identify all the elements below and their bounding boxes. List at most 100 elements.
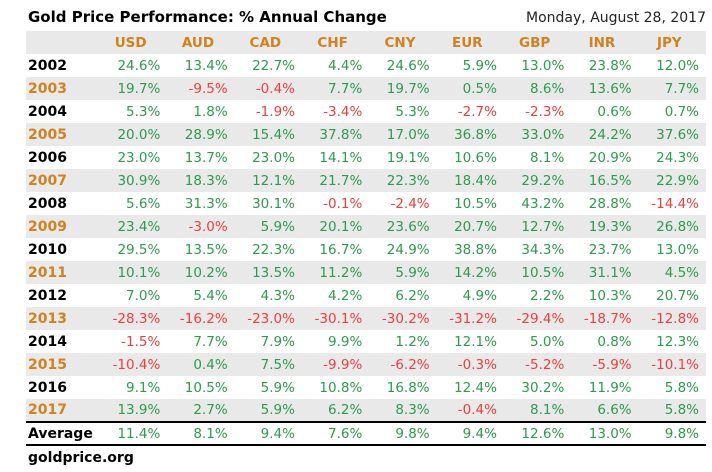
value-cell: -2.4% (390, 195, 430, 212)
value-cell: -18.7% (583, 310, 632, 327)
value-cell: -28.3% (112, 310, 161, 327)
value-cell: 6.2% (328, 402, 363, 418)
value-cell: 29.5% (117, 241, 161, 258)
year-label: 2009 (28, 218, 67, 235)
value-cell: 12.1% (252, 172, 295, 189)
value-cell: 20.0% (117, 126, 161, 143)
value-cell: 5.8% (664, 402, 699, 418)
value-cell: 9.9% (328, 333, 363, 350)
table-row: 2004 5.3% 1.8% -1.9% -3.4% 5.3% -2.7% -2.3% 0.6%… (26, 100, 706, 123)
value-cell: 23.7% (588, 241, 632, 258)
value-cell: 13.4% (184, 57, 228, 74)
value-cell: 22.7% (252, 57, 295, 74)
table-row: 2003 19.7% -9.5% -0.4% 7.7% 19.7% 0.5% 8.6% 13.6… (26, 77, 706, 100)
column-header-usd: USD (114, 34, 147, 51)
value-cell: 20.1% (319, 218, 363, 235)
value-cell: 13.0% (521, 57, 565, 74)
value-cell: 8.1% (529, 402, 565, 418)
value-cell: 34.3% (521, 241, 565, 258)
value-cell: 24.3% (656, 149, 699, 166)
value-cell: 29.2% (521, 172, 565, 189)
value-cell: 19.7% (117, 80, 161, 97)
year-label: 2014 (28, 333, 67, 350)
value-cell: 14.2% (454, 264, 497, 281)
value-cell: -9.9% (323, 356, 363, 373)
year-label: 2004 (28, 103, 67, 120)
year-label: 2006 (28, 149, 67, 166)
table-row: 2014 -1.5% 7.7% 7.9% 9.9% 1.2% 12.1% 5.0% 0.8% 12… (26, 330, 706, 353)
table-row: 2017 13.9% 2.7% 5.9% 6.2% 8.3% -0.4% 8.1% 6.6% 5.… (26, 399, 706, 422)
value-cell: 8.1% (167, 421, 235, 446)
table-row: 2010 29.5% 13.5% 22.3% 16.7% 24.9% 38.8% 34.3% 2… (26, 238, 706, 261)
table-row: 2005 20.0% 28.9% 15.4% 37.8% 17.0% 36.8% 33.0% 2… (26, 123, 706, 146)
value-cell: 23.6% (386, 218, 430, 235)
year-label: 2008 (28, 195, 67, 212)
value-cell: 8.3% (395, 402, 430, 418)
value-cell: 22.3% (386, 172, 430, 189)
value-cell: -5.9% (592, 356, 632, 373)
value-cell: 20.9% (588, 149, 632, 166)
source-link[interactable]: goldprice.org (28, 450, 134, 466)
value-cell: 5.4% (193, 287, 228, 304)
year-column-header (26, 31, 100, 54)
value-cell: 10.6% (454, 149, 497, 166)
value-cell: 12.4% (454, 379, 497, 396)
value-cell: 26.8% (656, 218, 699, 235)
value-cell: 4.9% (462, 287, 497, 304)
value-cell: 12.3% (656, 333, 699, 350)
table-row: 2006 23.0% 13.7% 23.0% 14.1% 19.1% 10.6% 8.1% 20… (26, 146, 706, 169)
column-header-inr: INR (588, 34, 616, 51)
column-header-jpy: JPY (656, 34, 682, 51)
value-cell: -5.2% (525, 356, 565, 373)
value-cell: 13.0% (656, 241, 699, 258)
value-cell: 21.7% (319, 172, 363, 189)
date-label: Monday, August 28, 2017 (526, 10, 706, 26)
value-cell: 9.4% (234, 421, 302, 446)
value-cell: 23.4% (117, 218, 161, 235)
value-cell: 14.1% (319, 149, 363, 166)
annual-change-table: USD AUD CAD CHF CNY EUR GBP INR JPY 2002 24.6% 13.… (26, 31, 706, 446)
column-header-eur: EUR (452, 34, 483, 51)
value-cell: -0.4% (255, 80, 295, 97)
value-cell: 12.7% (521, 218, 565, 235)
value-cell: 5.3% (395, 103, 430, 120)
value-cell: 7.5% (260, 356, 295, 373)
value-cell: -29.4% (516, 310, 565, 327)
year-label: 2007 (28, 172, 67, 189)
value-cell: 20.7% (454, 218, 497, 235)
value-cell: 24.6% (386, 57, 430, 74)
table-row: 2008 5.6% 31.3% 30.1% -0.1% -2.4% 10.5% 43.2% 28… (26, 192, 706, 215)
value-cell: 18.3% (184, 172, 228, 189)
value-cell: 0.6% (597, 103, 632, 120)
value-cell: -1.9% (255, 103, 295, 120)
value-cell: 6.2% (395, 287, 430, 304)
value-cell: 38.8% (454, 241, 497, 258)
value-cell: -30.1% (314, 310, 363, 327)
value-cell: 13.0% (571, 421, 639, 446)
year-label: 2003 (28, 80, 67, 97)
value-cell: 22.9% (656, 172, 699, 189)
value-cell: 30.1% (252, 195, 295, 212)
value-cell: 5.9% (260, 402, 295, 418)
value-cell: 6.6% (597, 402, 632, 418)
column-header-cad: CAD (249, 34, 282, 51)
value-cell: -2.3% (525, 103, 565, 120)
value-cell: 1.2% (395, 333, 430, 350)
value-cell: 7.7% (328, 80, 363, 97)
value-cell: 5.3% (126, 103, 161, 120)
value-cell: 28.8% (588, 195, 632, 212)
value-cell: 13.5% (184, 241, 228, 258)
value-cell: 5.9% (462, 57, 497, 74)
value-cell: 16.5% (588, 172, 632, 189)
page-title: Gold Price Performance: % Annual Change (28, 8, 387, 26)
value-cell: 7.9% (260, 333, 295, 350)
value-cell: -12.8% (651, 310, 699, 327)
value-cell: 10.5% (454, 195, 497, 212)
value-cell: 10.3% (588, 287, 632, 304)
value-cell: -9.5% (188, 80, 228, 97)
table-row: 2013 -28.3% -16.2% -23.0% -30.1% -30.2% -31.2%… (26, 307, 706, 330)
value-cell: 19.1% (386, 149, 430, 166)
value-cell: -10.4% (112, 356, 161, 373)
value-cell: -30.2% (381, 310, 430, 327)
